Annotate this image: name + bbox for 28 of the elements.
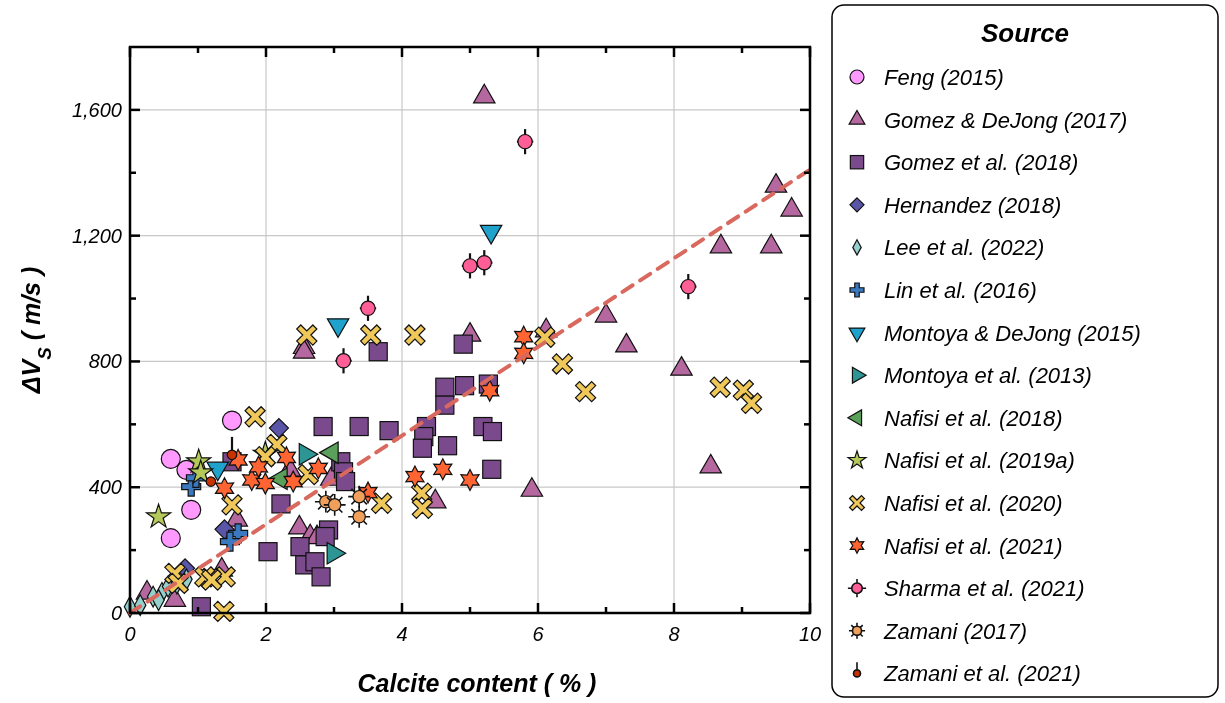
legend-label: Montoya et al. (2013)	[884, 363, 1092, 389]
x-tick-label: 8	[668, 623, 680, 645]
legend-label: Nafisi et al. (2020)	[884, 491, 1063, 516]
x-tick-label: 4	[396, 623, 408, 645]
y-tick-label: 1,600	[71, 98, 122, 121]
legend-label: Nafisi et al. (2019a)	[884, 448, 1075, 474]
legend-label: Lin et al. (2016)	[884, 278, 1037, 303]
y-tick-label: 400	[88, 476, 122, 499]
legend-label: Hernandez (2018)	[884, 192, 1062, 218]
y-tick-label: 0	[110, 602, 122, 624]
legend-label: Nafisi et al. (2018)	[884, 405, 1063, 431]
x-tick-label: 6	[532, 623, 545, 645]
x-tick-label: 2	[259, 623, 272, 645]
x-tick-label: 10	[798, 623, 822, 645]
x-tick-label: 0	[124, 623, 136, 645]
legend-label: Gomez & DeJong (2017)	[884, 107, 1128, 133]
legend-label: Montoya & DeJong (2015)	[884, 320, 1141, 346]
legend-label: Sharma et al. (2021)	[884, 576, 1085, 602]
legend-label: Lee et al. (2022)	[884, 235, 1045, 261]
y-tick-label: 1,200	[71, 224, 122, 247]
legend-title: Source	[980, 18, 1070, 48]
legend-label: Zamani et al. (2021)	[883, 661, 1081, 687]
y-tick-label: 800	[88, 350, 122, 373]
x-axis-title: Calcite content ( % )	[357, 669, 597, 697]
legend-label: Gomez et al. (2018)	[884, 150, 1079, 176]
legend-label: Feng (2015)	[884, 65, 1004, 90]
legend-label: Nafisi et al. (2021)	[884, 533, 1063, 559]
legend-label: Zamani (2017)	[883, 618, 1028, 644]
